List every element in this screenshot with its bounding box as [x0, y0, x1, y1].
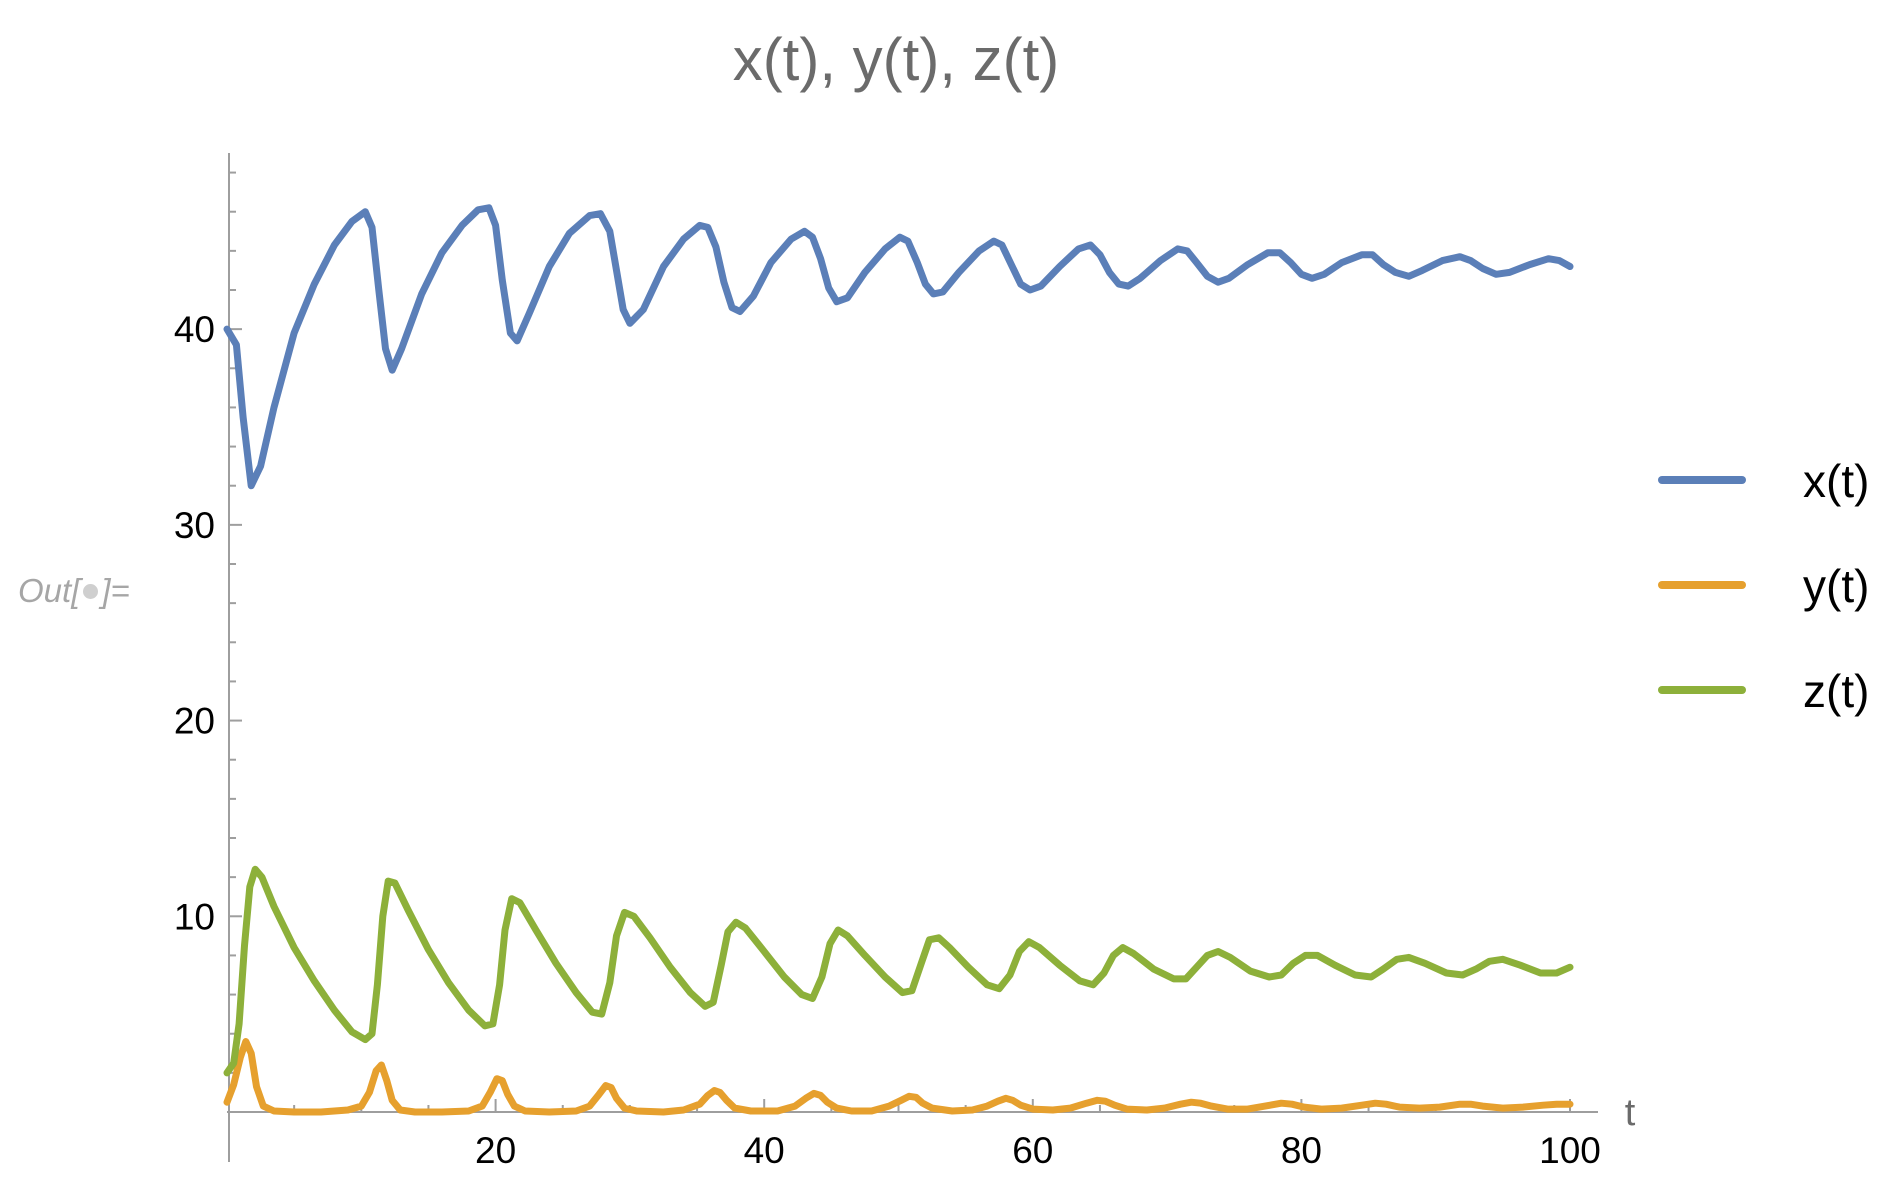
- y-tick-label: 30: [174, 505, 215, 546]
- cell-dot-icon: [83, 584, 99, 600]
- legend-label: z(t): [1803, 665, 1869, 717]
- x-tick-label: 100: [1539, 1130, 1601, 1171]
- x-axis-label: t: [1625, 1092, 1636, 1134]
- output-cell-label: Out[ ]=: [18, 572, 130, 610]
- legend: x(t) y(t) z(t): [1658, 455, 1869, 717]
- series-line-xt: [223, 204, 1574, 490]
- y-tick-label: 10: [174, 896, 215, 937]
- series-layer: [223, 204, 1574, 1116]
- series-line-yt: [223, 1038, 1574, 1116]
- x-tick-label: 80: [1281, 1130, 1322, 1171]
- legend-label: x(t): [1803, 455, 1869, 507]
- chart-title: x(t), y(t), z(t): [733, 26, 1060, 93]
- out-prefix: Out[: [18, 572, 81, 609]
- axes: 20 40 60 80 100 10 20 30 40: [174, 153, 1601, 1171]
- x-tick-label: 20: [475, 1130, 516, 1171]
- series-line-zt: [223, 865, 1574, 1077]
- y-tick-label: 20: [174, 701, 215, 742]
- legend-label: y(t): [1803, 560, 1869, 612]
- y-tick-label: 40: [174, 309, 215, 350]
- out-suffix: ]=: [101, 572, 130, 609]
- x-tick-label: 40: [744, 1130, 785, 1171]
- x-tick-label: 60: [1012, 1130, 1053, 1171]
